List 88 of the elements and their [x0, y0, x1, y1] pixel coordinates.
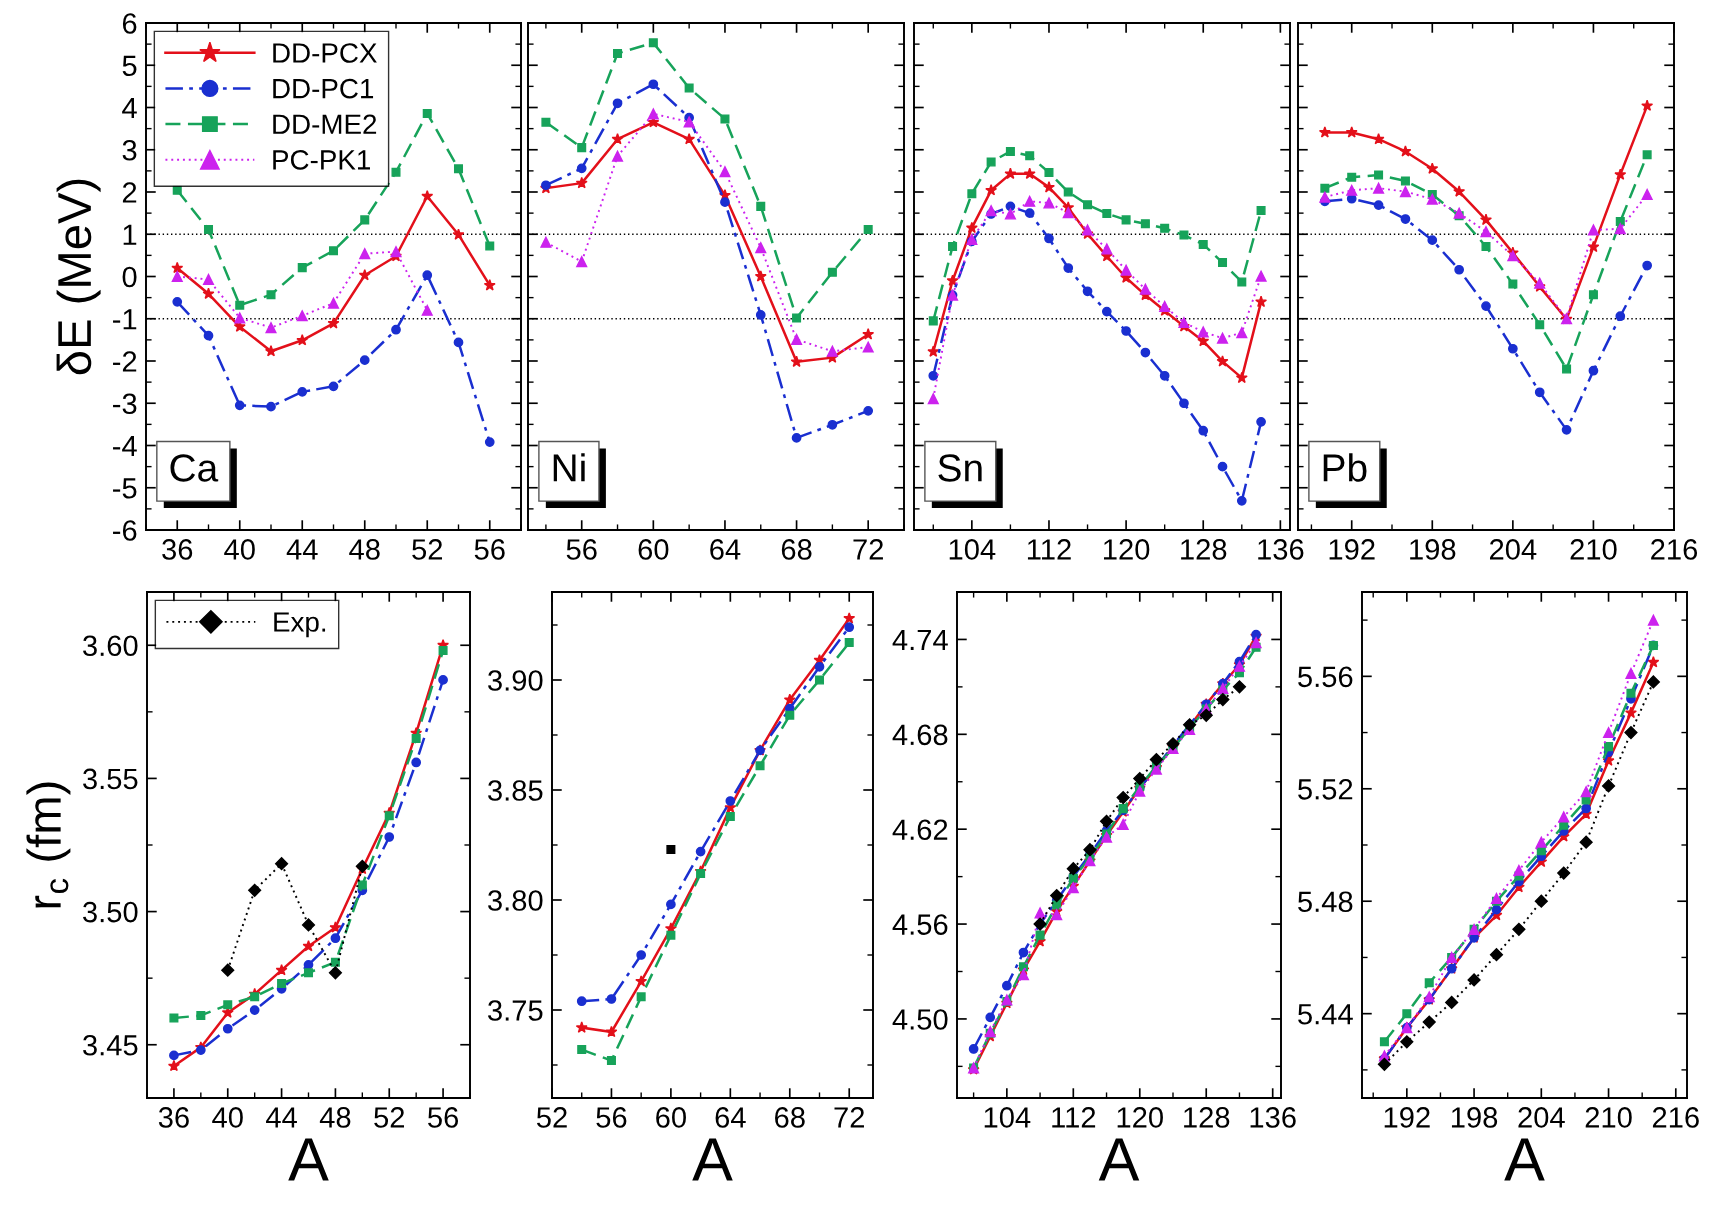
x-tick-label: 52 [374, 1107, 405, 1128]
y-tick-label: 3.75 [488, 1000, 543, 1021]
x-axis-title: A [1098, 1138, 1140, 1181]
y-tick-label: 3.90 [488, 670, 543, 691]
x-tick-label: 216 [1651, 539, 1698, 560]
y-tick-label: 3.80 [488, 890, 543, 911]
x-tick-label: 198 [1451, 1107, 1498, 1128]
y-tick-label: 2 [122, 182, 137, 203]
x-tick-label: 52 [536, 1107, 567, 1128]
y-tick-label: 3.55 [83, 768, 138, 790]
x-tick-label: 68 [781, 539, 812, 560]
x-tick-label: 36 [158, 1107, 189, 1128]
x-tick-label: 128 [1181, 539, 1227, 560]
x-tick-label: 136 [1258, 539, 1304, 560]
y-tick-label: 4.50 [892, 1009, 948, 1030]
x-tick-label: 44 [266, 1107, 297, 1128]
x-tick-label: 52 [412, 539, 443, 560]
y-tick-label: -4 [113, 436, 137, 457]
x-axis-title: A [692, 1138, 733, 1181]
x-tick-label: 128 [1184, 1107, 1230, 1128]
y-tick-label: 3.50 [83, 901, 138, 923]
x-tick-label: 48 [319, 1107, 351, 1128]
x-tick-label: 56 [596, 1107, 627, 1128]
x-tick-label: 72 [834, 1107, 864, 1128]
y-tick-label: 5.56 [1298, 666, 1353, 688]
x-tick-label: 136 [1250, 1107, 1296, 1128]
x-tick-label: 68 [775, 1107, 805, 1128]
y-tick-label: -5 [113, 478, 137, 499]
x-tick-label: 204 [1518, 1107, 1565, 1128]
y-tick-label: 5.52 [1298, 778, 1353, 800]
legend-label: DD-PCX [273, 43, 377, 63]
x-tick-label: 112 [1052, 1107, 1096, 1128]
x-tick-label: 120 [1104, 539, 1150, 560]
x-tick-label: 60 [656, 1107, 686, 1128]
y-tick-label: 5.48 [1298, 891, 1353, 913]
y-tick-label: -3 [113, 393, 137, 415]
y-tick-label: 3.85 [488, 780, 543, 801]
x-tick-label: 48 [349, 539, 380, 560]
x-axis-title: A [1504, 1138, 1545, 1181]
x-tick-label: 192 [1384, 1107, 1430, 1128]
y-tick-label: 6 [122, 13, 137, 34]
x-tick-label: 120 [1117, 1107, 1163, 1128]
y-tick-label: 4.56 [892, 914, 948, 935]
y-tick-label: 1 [123, 224, 137, 245]
x-tick-label: 216 [1652, 1107, 1699, 1128]
x-tick-label: 210 [1585, 1107, 1632, 1128]
x-tick-label: 60 [638, 539, 669, 560]
legend-label: PC-PK1 [273, 150, 370, 170]
x-tick-label: 36 [162, 539, 193, 560]
annotation: Sn [938, 454, 982, 482]
x-tick-label: 192 [1329, 539, 1375, 560]
x-tick-label: 64 [715, 1107, 746, 1128]
x-tick-label: 64 [710, 539, 741, 560]
x-tick-label: 72 [853, 539, 883, 560]
legend-label: DD-PC1 [273, 78, 374, 99]
x-tick-label: 40 [212, 1107, 243, 1128]
x-axis-title: A [288, 1138, 329, 1181]
y-tick-label: -2 [113, 351, 137, 372]
x-tick-label: 44 [286, 539, 318, 560]
x-tick-label: 56 [566, 539, 597, 560]
y-axis-title: r$_{c}$ (fm) [26, 782, 71, 908]
y-tick-label: 4.74 [892, 629, 948, 651]
y-tick-label: 4.68 [892, 724, 948, 746]
legend-label: Exp. [274, 612, 326, 638]
x-tick-label: 56 [474, 539, 505, 560]
x-tick-label: 198 [1410, 539, 1456, 560]
y-axis-title: δE (MeV) [56, 179, 101, 375]
x-tick-label: 56 [428, 1107, 459, 1128]
legend-label: DD-ME2 [273, 114, 377, 134]
annotation: Ca [170, 454, 219, 482]
x-tick-label: 40 [224, 539, 255, 560]
y-tick-label: -1 [113, 309, 137, 330]
y-tick-label: 4.62 [892, 819, 948, 841]
x-tick-label: 204 [1490, 539, 1537, 560]
x-tick-label: 104 [984, 1107, 1031, 1128]
y-tick-label: 3.60 [83, 635, 138, 657]
annotation: Ni [553, 453, 585, 482]
y-tick-label: 5 [122, 55, 137, 77]
y-tick-label: -6 [113, 520, 137, 541]
x-tick-label: 112 [1027, 539, 1071, 560]
y-tick-label: 3.45 [83, 1034, 138, 1056]
x-tick-label: 210 [1570, 539, 1617, 560]
x-tick-label: 104 [949, 539, 996, 560]
y-tick-label: 3 [122, 139, 137, 161]
y-tick-label: 4 [122, 98, 137, 119]
annotation: Pb [1323, 453, 1367, 482]
y-tick-label: 0 [122, 266, 137, 288]
y-tick-label: 5.44 [1298, 1004, 1353, 1025]
